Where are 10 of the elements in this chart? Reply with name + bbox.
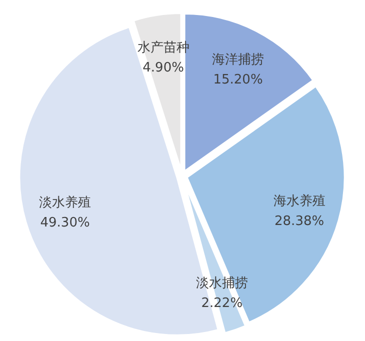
data-label: 49.30% <box>40 215 90 230</box>
slice-label: 淡水捕捞 <box>196 276 248 292</box>
data-label: 28.38% <box>274 214 324 230</box>
slice-label: 海水养殖 <box>273 193 326 210</box>
data-label: 15.20% <box>213 72 263 88</box>
slice-label: 水产苗种 <box>137 40 190 56</box>
data-label: 2.22% <box>201 296 243 312</box>
slice-label: 淡水养殖 <box>39 194 92 210</box>
slice-label: 海洋捕捞 <box>212 52 264 68</box>
data-label: 4.90% <box>142 60 184 76</box>
